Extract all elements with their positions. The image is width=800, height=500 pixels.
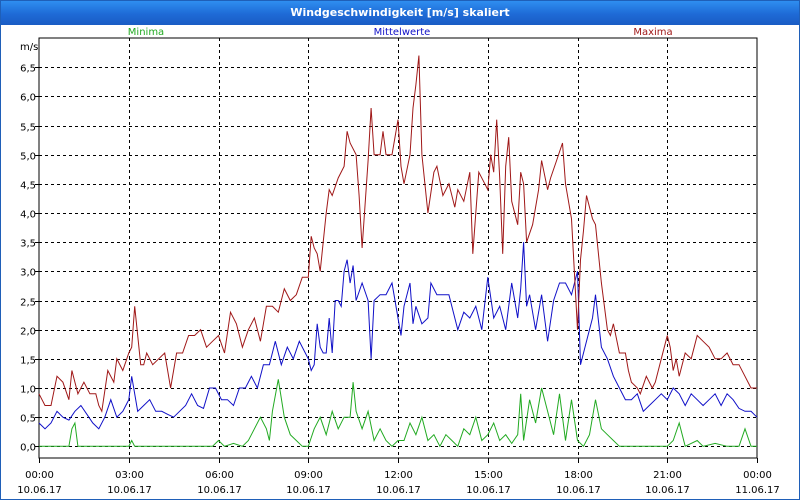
- y-tick-label: 3,0: [20, 268, 36, 279]
- series-lines: [38, 55, 758, 448]
- y-tick-label: 3,5: [20, 239, 36, 250]
- series-line-maxima: [38, 55, 757, 413]
- x-tick-date: 10.06.17: [17, 485, 62, 496]
- x-tick-time: 18:00: [564, 470, 593, 481]
- x-tick-time: 12:00: [384, 470, 413, 481]
- y-axis-label: m/s: [20, 42, 38, 53]
- x-tick-time: 00:00: [743, 470, 772, 481]
- axes: 0,0 0,5 1,0 1,5 2,0 2,5 3,0 3,5 4,0 4,5 5,0 5,5 6,0 6…: [17, 37, 780, 496]
- y-tick-label: 2,5: [20, 298, 36, 309]
- grid: [39, 38, 757, 458]
- y-tick-label: 6,0: [20, 93, 36, 104]
- x-tick-time: 00:00: [25, 470, 54, 481]
- series-line-minima: [39, 379, 757, 448]
- x-tick-date: 10.06.17: [376, 485, 421, 496]
- x-tick-time: 06:00: [205, 470, 234, 481]
- x-tick-date: 11.06.17: [735, 485, 780, 496]
- window-title: Windgeschwindigkeit [m/s] skaliert: [1, 1, 799, 25]
- legend-label-minima: Minima: [128, 27, 164, 38]
- x-tick-time: 09:00: [294, 470, 323, 481]
- y-tick-label: 2,0: [20, 327, 36, 338]
- legend: Minima Mittelwerte Maxima: [128, 27, 673, 38]
- x-tick-date: 10.06.17: [286, 485, 331, 496]
- x-tick-time: 21:00: [653, 470, 682, 481]
- legend-label-mittelwerte: Mittelwerte: [374, 27, 431, 38]
- legend-label-maxima: Maxima: [633, 27, 672, 38]
- x-tick-date: 10.06.17: [466, 485, 511, 496]
- y-tick-label: 4,0: [20, 210, 36, 221]
- y-tick-label: 5,0: [20, 152, 36, 163]
- y-tick-label: 0,5: [20, 414, 36, 425]
- y-tick-label: 5,5: [20, 123, 36, 134]
- x-tick-time: 15:00: [474, 470, 503, 481]
- x-tick-date: 10.06.17: [107, 485, 152, 496]
- y-tick-label: 1,0: [20, 385, 36, 396]
- y-tick-label: 0,0: [20, 443, 36, 454]
- y-tick-label: 6,5: [20, 64, 36, 75]
- x-tick-date: 10.06.17: [645, 485, 690, 496]
- x-tick-date: 10.06.17: [197, 485, 242, 496]
- y-tick-label: 4,5: [20, 181, 36, 192]
- x-tick-date: 10.06.17: [556, 485, 601, 496]
- y-tick-label: 1,5: [20, 356, 36, 367]
- series-line-mittelwerte: [38, 242, 758, 430]
- x-tick-time: 03:00: [115, 470, 144, 481]
